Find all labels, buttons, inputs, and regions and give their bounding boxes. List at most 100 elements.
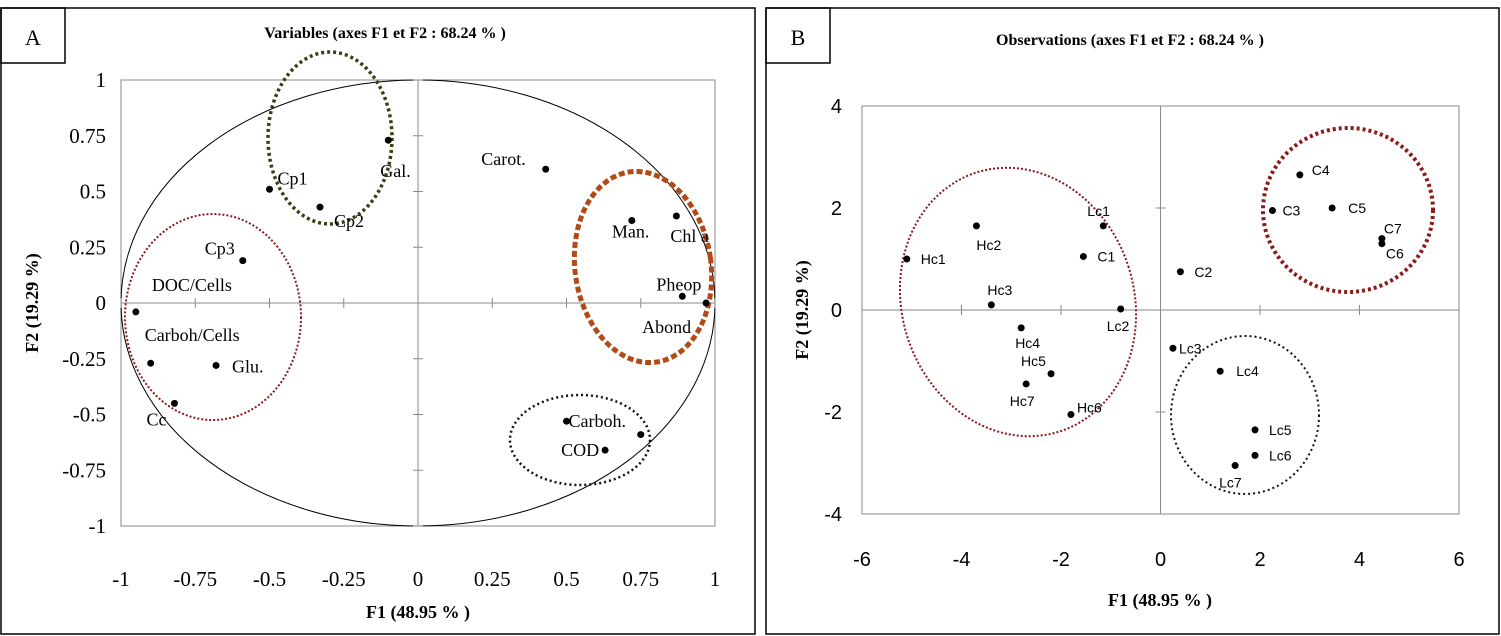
panel-a-x-tick-label: 0.75 xyxy=(622,567,659,591)
panel-a-point xyxy=(384,136,392,144)
panel-a-point-label: Cp1 xyxy=(278,168,308,188)
panel-b-point-label: C1 xyxy=(1097,248,1115,264)
panel-b-point-label: Hc4 xyxy=(1015,335,1040,351)
panel-b-group-ellipse-bottom xyxy=(1170,335,1320,495)
panel-a-point-label: Man. xyxy=(612,221,650,241)
panel-a-y-tick-label: -0.5 xyxy=(73,403,106,427)
panel-a-point-label: Carot. xyxy=(481,149,526,169)
panel-b-y-axis-label: F2 (19.29 %) xyxy=(792,260,813,359)
panel-b-point xyxy=(1017,324,1025,332)
panel-a-point xyxy=(316,203,324,211)
panel-b-point-label: Lc3 xyxy=(1179,340,1202,356)
panel-a: A Variables (axes F1 et F2 : 68.24 % ) -… xyxy=(0,7,756,635)
panel-b-point xyxy=(1251,426,1259,434)
panel-a-point xyxy=(637,431,645,439)
panel-a-point-label: Cp2 xyxy=(334,211,364,231)
panel-a-y-tick-label: 1 xyxy=(96,68,107,92)
panel-b-x-tick-label: -4 xyxy=(953,549,971,571)
panel-b-point xyxy=(1216,367,1224,375)
panel-a-point xyxy=(563,417,570,425)
panel-b-point-label: C5 xyxy=(1348,200,1366,216)
panel-a-point-label: Cc xyxy=(146,409,166,429)
panel-b-x-tick-label: -6 xyxy=(853,549,871,571)
panel-a-point xyxy=(170,399,178,407)
panel-b-point-label: Lc7 xyxy=(1219,475,1242,491)
panel-b-point-label: Lc6 xyxy=(1269,447,1292,463)
panel-a-group-ellipse-black xyxy=(508,393,652,487)
panel-b-letter: B xyxy=(791,25,806,50)
panel-a-point xyxy=(132,308,140,316)
panel-a-points: Gal. Cp1 Cp2 Carot. Man. Chl a Pheop Abond Cp3 DO… xyxy=(132,136,710,460)
panel-a-point-label: Glu. xyxy=(232,356,263,376)
panel-a-x-tick-label: 0 xyxy=(413,567,424,591)
panel-a-group-ellipse-olive xyxy=(266,50,394,226)
panel-b-point xyxy=(1117,305,1125,313)
panel-b-group-ellipse-left xyxy=(898,166,1138,438)
panel-b-point xyxy=(987,301,995,309)
panel-b-y-tick-label: 0 xyxy=(831,300,842,322)
panel-b-y-tick-label: 4 xyxy=(831,96,842,118)
panel-b-point-label: Hc2 xyxy=(976,237,1001,253)
panel-a-letter-box xyxy=(0,7,66,64)
panel-b-point-label: Lc4 xyxy=(1236,363,1259,379)
panel-b-point xyxy=(1079,252,1087,260)
panel-a-y-tick-label: 0.75 xyxy=(69,124,106,148)
panel-a-point xyxy=(628,216,636,224)
panel-a-axes: -1 -0.75 -0.5 -0.25 0 0.25 0.5 0.75 1 1 0.75 0.5 0.2… xyxy=(62,68,720,591)
panel-b-point xyxy=(1251,451,1259,459)
panel-b-point xyxy=(1022,380,1030,388)
panel-a-point-label: Cp3 xyxy=(205,239,235,259)
panel-b-axes: -6 -4 -2 0 2 4 6 4 2 0 -2 -4 xyxy=(824,96,1464,571)
panel-a-point xyxy=(147,359,155,367)
panel-b-point xyxy=(1296,171,1304,179)
panel-b-x-tick-label: 0 xyxy=(1155,549,1166,571)
panel-a-x-tick-label: -1 xyxy=(112,567,130,591)
panel-a-point xyxy=(542,165,550,173)
panel-b-group-ellipse-right xyxy=(1261,126,1435,294)
panel-a-point-label: Carboh. xyxy=(569,411,627,431)
panel-a-point-label: Pheop xyxy=(656,274,701,294)
panel-b-y-tick-label: 2 xyxy=(831,198,842,220)
panel-a-y-tick-label: 0 xyxy=(96,291,107,315)
panel-b-title: Observations (axes F1 et F2 : 68.24 % ) xyxy=(996,32,1264,49)
panel-a-x-tick-label: 0.5 xyxy=(553,567,579,591)
panel-b-point xyxy=(903,255,911,263)
panel-a-y-tick-label: -0.25 xyxy=(62,347,106,371)
panel-b-point xyxy=(1176,268,1184,276)
panel-b-point xyxy=(1378,235,1386,243)
panel-a-point xyxy=(702,299,710,307)
panel-a-point xyxy=(672,212,680,220)
panel-a-point-label: DOC/Cells xyxy=(152,275,232,295)
panel-b-point-label: C2 xyxy=(1194,264,1212,280)
panel-a-point-label: Abond xyxy=(642,317,691,337)
panel-a-x-tick-label: 0.25 xyxy=(474,567,511,591)
panel-b-point-label: C7 xyxy=(1384,221,1402,237)
panel-a-point xyxy=(266,185,273,193)
panel-a-letter: A xyxy=(25,25,41,50)
panel-b-point-label: Hc7 xyxy=(1010,393,1035,409)
panel-a-point xyxy=(601,446,609,454)
panel-b-point xyxy=(1169,344,1177,352)
panel-a-title: Variables (axes F1 et F2 : 68.24 % ) xyxy=(264,25,506,42)
panel-b-letter-box xyxy=(765,7,831,64)
panel-b-point xyxy=(972,222,980,230)
panel-a-group-ellipse-orange xyxy=(571,168,715,366)
panel-a-border xyxy=(0,7,756,635)
panel-b: B Observations (axes F1 et F2 : 68.24 % … xyxy=(765,7,1500,635)
panel-a-x-tick-label: -0.75 xyxy=(173,567,217,591)
panel-a-y-tick-label: 0.25 xyxy=(69,235,106,259)
panel-a-point-label: Gal. xyxy=(380,161,411,181)
panel-a-y-tick-label: 0.5 xyxy=(80,180,106,204)
panel-a-x-tick-label: -0.5 xyxy=(253,567,286,591)
panel-b-point-label: Hc6 xyxy=(1077,400,1102,416)
panel-b-point xyxy=(1231,462,1239,470)
panel-a-x-tick-label: 1 xyxy=(710,567,721,591)
panel-b-point xyxy=(1047,370,1055,378)
panel-b-point-label: Lc2 xyxy=(1107,318,1130,334)
panel-b-x-tick-label: 6 xyxy=(1453,549,1464,571)
panel-a-y-tick-label: -0.75 xyxy=(62,458,106,482)
panel-b-point-label: C6 xyxy=(1386,246,1404,262)
panel-b-point xyxy=(1268,207,1276,215)
panel-b-x-tick-label: -2 xyxy=(1052,549,1070,571)
